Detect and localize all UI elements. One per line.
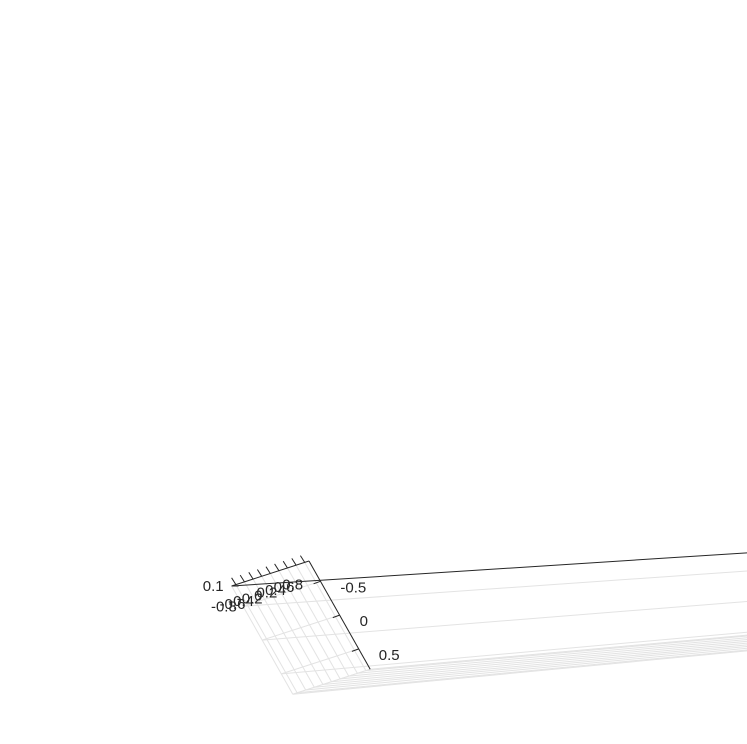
x-tick-label: 0 [254, 588, 262, 605]
x-tick-mark [282, 560, 288, 569]
side-grid-z [231, 585, 294, 695]
z-tick-label: 0.1 [203, 578, 224, 595]
x-tick-label: 0.6 [274, 579, 295, 596]
tick-labels: -0.8-0.6-0.4-0.200.20.40.60.8 -0.500.50.1… [203, 576, 400, 664]
floor-grid-y [242, 580, 321, 607]
back-grid-x [314, 646, 747, 688]
back-grid-x [322, 644, 747, 685]
side-grid-y [262, 600, 747, 641]
grid-edge [292, 668, 371, 695]
x-tick-mark [248, 572, 254, 580]
x-tick-label: -0.8 [211, 599, 237, 616]
x-tick-label: -0.6 [220, 596, 246, 613]
side-grid-y [281, 631, 747, 675]
y-tick-label: -0.5 [340, 579, 366, 596]
x-tick-mark [299, 555, 306, 563]
floor-grid-y [262, 614, 340, 641]
y-tick-label: 0 [360, 613, 368, 630]
back-grid-x [340, 640, 747, 680]
x-tick-mark [231, 577, 237, 585]
side-grid-y [243, 570, 747, 607]
x-tick-label: 0.4 [265, 582, 286, 599]
x-tick-mark [274, 563, 280, 571]
x-tick-mark [239, 574, 245, 583]
y-tick-mark [351, 648, 359, 652]
y-tick-mark [332, 614, 340, 619]
back-grid-x [365, 635, 747, 672]
z-axis-line [231, 552, 747, 587]
y-tick-label: 0.5 [379, 647, 400, 664]
x-tick-label: -0.2 [237, 590, 263, 607]
back-grid-x [357, 637, 747, 674]
x-tick-label: 0.2 [256, 585, 277, 602]
x-tick-mark [265, 566, 271, 574]
y-tick-mark [313, 580, 321, 585]
x-tick-label: -0.4 [228, 593, 254, 610]
grid-lines [231, 560, 747, 695]
x-tick-mark [291, 558, 297, 566]
x-tick-label: 0.8 [282, 576, 303, 593]
back-grid-x [305, 647, 747, 691]
grid-edge [292, 650, 747, 695]
back-grid-x [348, 639, 747, 677]
floor-grid-y [281, 648, 359, 675]
axes [231, 552, 747, 670]
x-tick-mark [256, 569, 263, 577]
